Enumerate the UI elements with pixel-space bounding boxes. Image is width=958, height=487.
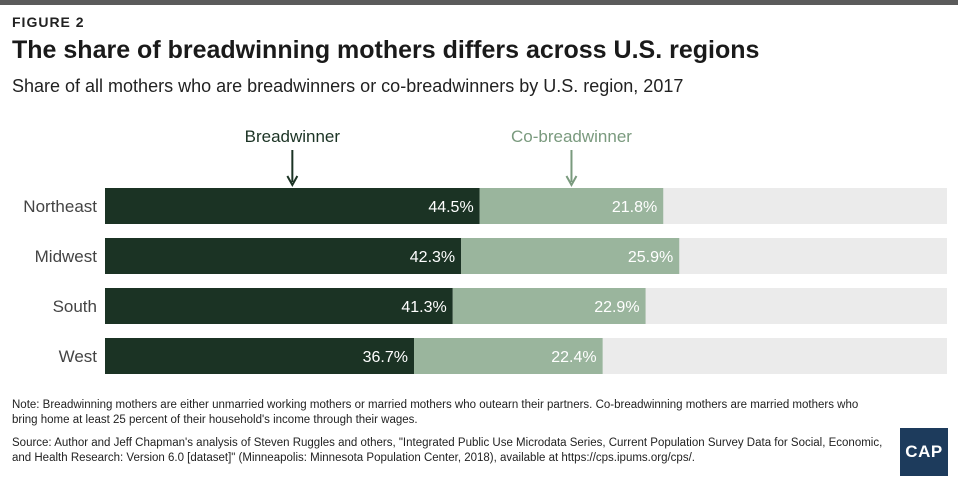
chart-note: Note: Breadwinning mothers are either un… [12,399,859,426]
category-label: Northeast [23,197,97,216]
data-label-co-breadwinner: 21.8% [612,199,657,216]
category-label: South [53,297,97,316]
category-label: Midwest [35,247,98,266]
bar-co-breadwinner [461,238,680,274]
legend-co-breadwinner-arrow-head [565,175,578,188]
stacked-bar-chart: Breadwinner Co-breadwinner Northeast 44.5% 2… [23,127,947,374]
bar-breadwinner [105,238,462,274]
bar-co-breadwinner [452,288,646,324]
bar-co-breadwinner [479,188,664,224]
data-label-breadwinner: 44.5% [428,199,473,216]
data-label-co-breadwinner: 22.9% [594,299,639,316]
data-label-breadwinner: 42.3% [410,249,455,266]
data-label-co-breadwinner: 22.4% [551,349,596,366]
top-rule [0,0,958,5]
data-label-co-breadwinner: 25.9% [628,249,673,266]
cap-logo: CAP [900,428,948,476]
legend-co-breadwinner-label: Co-breadwinner [511,127,632,146]
bar-breadwinner [105,288,453,324]
bar-co-breadwinner [414,338,603,374]
chart-title: The share of breadwinning mothers differ… [12,36,760,64]
category-label: West [59,347,98,366]
chart-source: Source: Author and Jeff Chapman's analys… [12,437,883,464]
legend-breadwinner-arrow-head [286,175,299,188]
chart-subtitle: Share of all mothers who are breadwinner… [12,76,684,96]
figure-label: FIGURE 2 [12,14,85,30]
data-label-breadwinner: 41.3% [401,299,446,316]
legend-breadwinner-label: Breadwinner [245,127,341,146]
bar-breadwinner [105,188,480,224]
data-label-breadwinner: 36.7% [363,349,408,366]
bar-breadwinner [105,338,415,374]
